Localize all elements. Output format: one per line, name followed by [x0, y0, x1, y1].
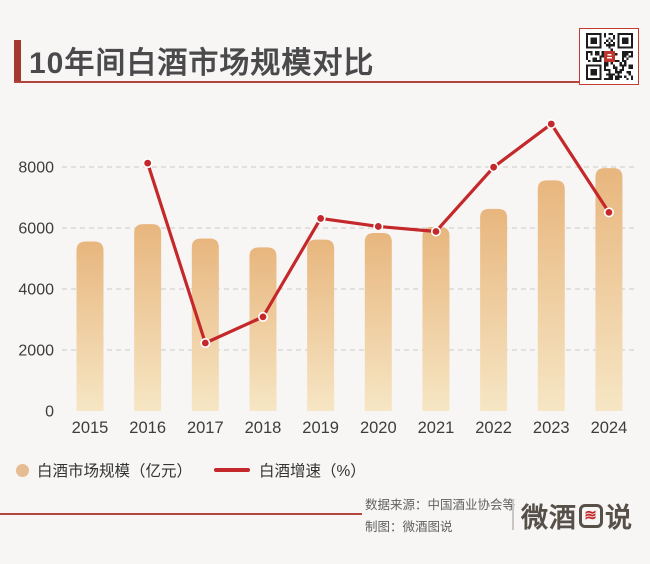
- svg-text:2000: 2000: [18, 343, 54, 360]
- brand-logo: 微酒 ≋ 说: [521, 496, 633, 535]
- title-underline: [14, 81, 636, 83]
- source-block: 数据来源：中国酒业协会等 制图：微酒图说: [365, 494, 515, 539]
- line-series-swatch-icon: [214, 468, 251, 472]
- footer-vertical-divider: [512, 499, 514, 530]
- line-series-label: 白酒增速（%）: [259, 463, 366, 480]
- qr-code: [579, 28, 639, 85]
- svg-text:2021: 2021: [418, 419, 455, 437]
- data-source-text: 数据来源：中国酒业协会等: [365, 498, 516, 512]
- brand-logo-text-right: 说: [605, 503, 633, 533]
- brand-logo-wave-icon: ≋: [579, 503, 603, 528]
- svg-text:2018: 2018: [245, 419, 282, 437]
- chart-legend: 白酒市场规模（亿元） 白酒增速（%）: [16, 459, 366, 481]
- svg-text:2024: 2024: [591, 419, 628, 437]
- footer-divider-line: [0, 513, 362, 515]
- svg-text:2019: 2019: [302, 419, 339, 437]
- svg-text:0: 0: [45, 404, 54, 421]
- svg-text:2017: 2017: [187, 419, 224, 437]
- svg-text:2015: 2015: [72, 419, 109, 437]
- page-title: 10年间白酒市场规模对比: [29, 47, 375, 80]
- qr-code-pattern: [585, 33, 633, 80]
- market-chart: 0 2000 4000 6000 8000 2015 2016 2017 2018 2019 202…: [18, 118, 637, 437]
- title-accent-bar: [14, 40, 21, 82]
- svg-text:2016: 2016: [129, 419, 166, 437]
- svg-text:4000: 4000: [18, 282, 54, 299]
- chart-area: 0 2000 4000 6000 8000 2015 2016 2017 2018 2019 202…: [0, 95, 650, 440]
- bar-series-label: 白酒市场规模（亿元）: [37, 463, 193, 480]
- brand-logo-text-left: 微酒: [521, 503, 577, 533]
- chart-credit-text: 制图：微酒图说: [365, 520, 453, 535]
- svg-text:2022: 2022: [475, 419, 512, 437]
- bar-series-swatch-icon: [16, 463, 29, 477]
- svg-text:2023: 2023: [533, 419, 570, 437]
- svg-text:2020: 2020: [360, 419, 397, 437]
- svg-text:6000: 6000: [18, 221, 54, 238]
- svg-text:8000: 8000: [18, 160, 54, 177]
